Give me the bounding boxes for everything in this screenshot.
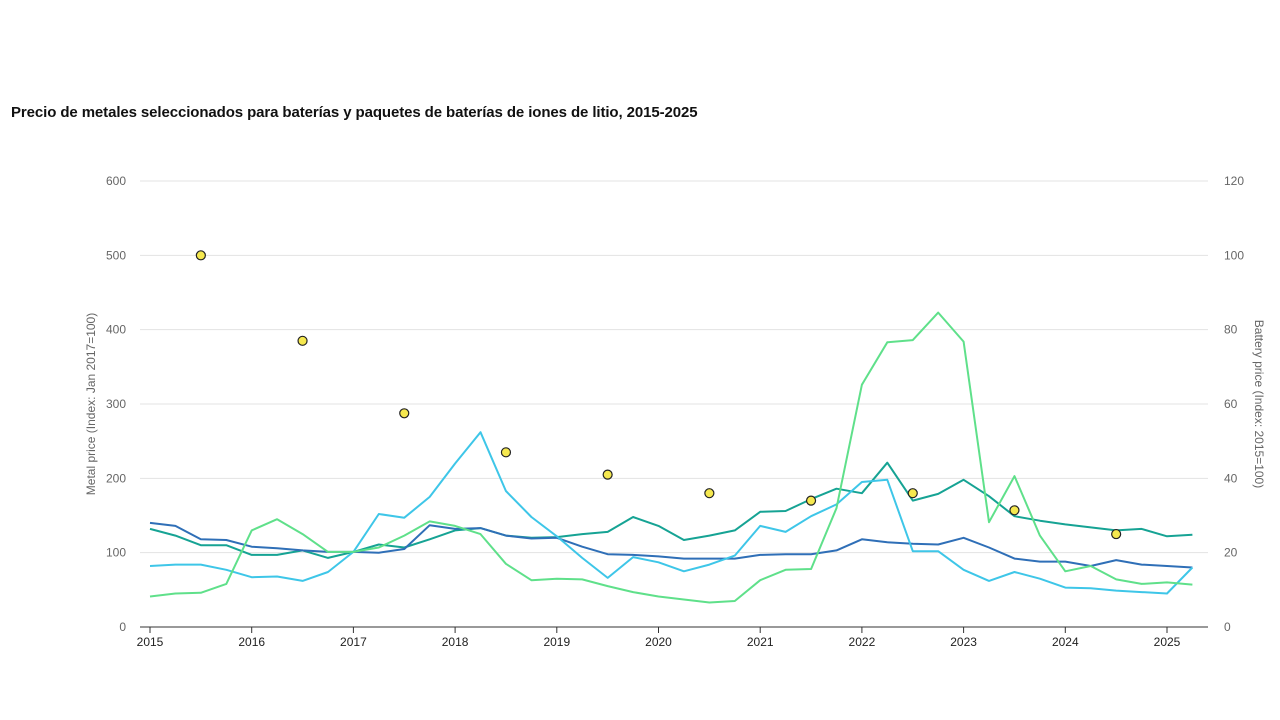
x-tick-label: 2019 bbox=[543, 635, 570, 649]
y-tick-right: 60 bbox=[1224, 397, 1238, 411]
battery-price-point bbox=[805, 495, 817, 506]
x-tick-label: 2015 bbox=[137, 635, 164, 649]
series-line-2 bbox=[149, 521, 1193, 569]
series-lines bbox=[149, 311, 1194, 604]
x-tick-label: 2017 bbox=[340, 635, 367, 649]
series-line-3 bbox=[149, 431, 1194, 595]
chart-title: Precio de metales seleccionados para bat… bbox=[11, 104, 698, 121]
y-axis-left: 0 100 200 300 400 500 600 bbox=[106, 174, 126, 634]
y-tick-right: 100 bbox=[1224, 248, 1244, 262]
y-tick-left: 100 bbox=[106, 546, 126, 560]
x-tick-label: 2018 bbox=[442, 635, 469, 649]
battery-price-point bbox=[399, 408, 410, 419]
y-tick-left: 200 bbox=[106, 471, 126, 485]
battery-price-point bbox=[297, 335, 308, 346]
y-axis-right-title: Battery price (Index: 2015=100) bbox=[1252, 320, 1266, 488]
y-tick-left: 400 bbox=[106, 323, 126, 337]
battery-price-points bbox=[195, 250, 1122, 540]
series-line-1 bbox=[149, 461, 1193, 559]
x-tick-label: 2016 bbox=[238, 635, 265, 649]
series-line-4 bbox=[149, 311, 1193, 604]
battery-price-point bbox=[602, 469, 613, 480]
y-tick-right: 40 bbox=[1224, 471, 1238, 485]
battery-price-point bbox=[907, 488, 918, 499]
battery-price-point bbox=[704, 488, 715, 499]
grid-lines bbox=[140, 180, 1208, 554]
battery-price-point bbox=[195, 250, 206, 261]
y-tick-right: 80 bbox=[1224, 323, 1238, 337]
x-tick-label: 2024 bbox=[1052, 635, 1079, 649]
battery-price-point bbox=[1111, 528, 1122, 540]
y-tick-right: 20 bbox=[1224, 546, 1238, 560]
y-tick-left: 300 bbox=[106, 397, 126, 411]
y-tick-left: 500 bbox=[106, 248, 126, 262]
y-tick-right: 120 bbox=[1224, 174, 1244, 188]
x-tick-label: 2022 bbox=[849, 635, 876, 649]
battery-price-point bbox=[1009, 505, 1020, 516]
x-tick-label: 2023 bbox=[950, 635, 977, 649]
x-tick-label: 2020 bbox=[645, 635, 672, 649]
y-tick-right: 0 bbox=[1224, 620, 1231, 634]
y-tick-left: 0 bbox=[119, 620, 126, 634]
x-tick-label: 2021 bbox=[747, 635, 774, 649]
y-axis-right: 0 20 40 60 80 100 120 bbox=[1224, 174, 1244, 634]
x-tick-label: 2025 bbox=[1154, 635, 1181, 649]
battery-price-point bbox=[500, 447, 512, 458]
y-tick-left: 600 bbox=[106, 174, 126, 188]
y-axis-left-title: Metal price (Index: Jan 2017=100) bbox=[84, 313, 98, 495]
x-axis: 2015 2016 2017 2018 2019 2020 2021 2022 2023 2024… bbox=[137, 626, 1208, 649]
